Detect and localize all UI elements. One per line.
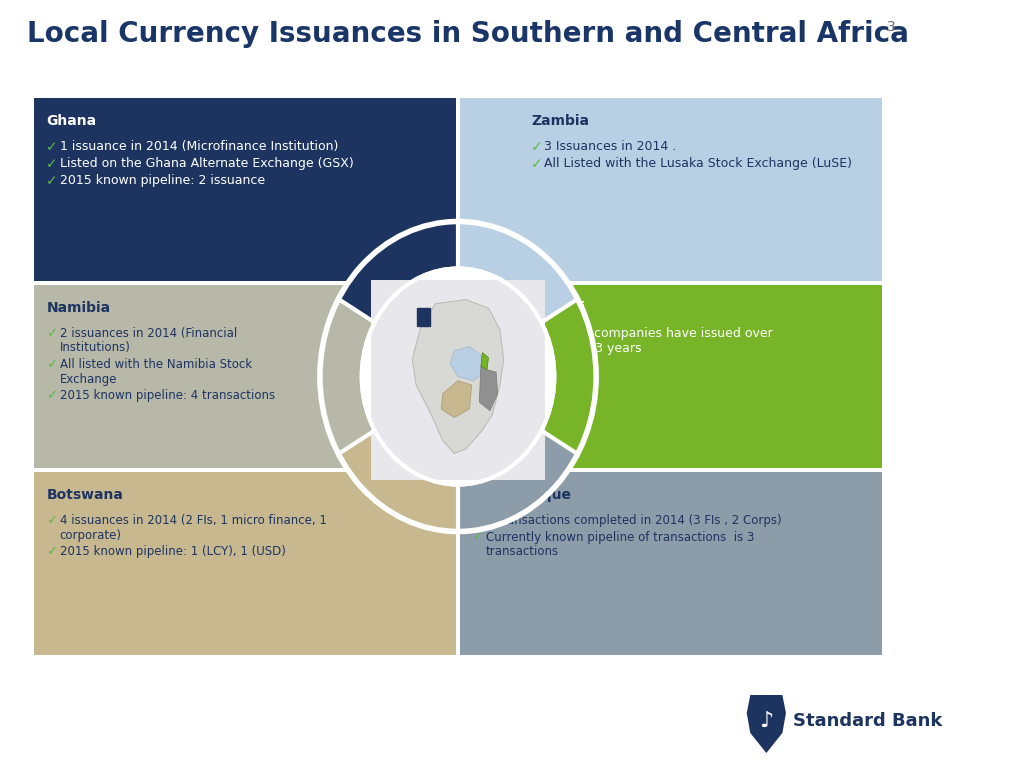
Text: ♪: ♪: [759, 711, 773, 731]
Bar: [460, 285, 883, 468]
Polygon shape: [479, 366, 498, 411]
Text: 2015 known pipeline: 1 (LCY), 1 (USD): 2015 known pipeline: 1 (LCY), 1 (USD): [59, 545, 286, 558]
Text: ✓: ✓: [472, 531, 483, 544]
Text: ✓: ✓: [531, 327, 543, 341]
Text: ✓: ✓: [531, 157, 543, 171]
Wedge shape: [542, 299, 596, 454]
Polygon shape: [481, 353, 488, 369]
Bar: [34, 98, 457, 281]
Text: Local Currency Issuances in Southern and Central Africa: Local Currency Issuances in Southern and…: [27, 20, 908, 48]
Text: transactions: transactions: [485, 545, 559, 558]
Text: ✓: ✓: [46, 327, 57, 340]
Text: Mozambique: Mozambique: [472, 488, 571, 502]
Polygon shape: [413, 300, 504, 453]
Text: ✓: ✓: [46, 140, 58, 154]
Text: Zambia: Zambia: [531, 114, 589, 128]
Text: 3 listed companies have issued over: 3 listed companies have issued over: [545, 327, 773, 340]
Text: Botswana: Botswana: [46, 488, 123, 502]
Text: Malawi: Malawi: [531, 301, 586, 315]
Wedge shape: [338, 221, 458, 323]
Text: 2 issuances in 2014 (Financial: 2 issuances in 2014 (Financial: [59, 327, 237, 340]
Wedge shape: [319, 299, 375, 454]
Polygon shape: [746, 695, 786, 753]
Bar: [460, 98, 883, 281]
Text: Institutions): Institutions): [59, 342, 131, 355]
Text: ✓: ✓: [46, 545, 57, 558]
Wedge shape: [458, 431, 578, 531]
Text: 3: 3: [887, 20, 896, 34]
Text: ✓: ✓: [46, 358, 57, 371]
Text: 4 issuances in 2014 (2 FIs, 1 micro finance, 1: 4 issuances in 2014 (2 FIs, 1 micro fina…: [59, 514, 327, 527]
Text: 2015 known pipeline: 2 issuance: 2015 known pipeline: 2 issuance: [59, 174, 265, 187]
Bar: [371, 280, 546, 479]
Circle shape: [361, 269, 554, 485]
Text: the last 3 years: the last 3 years: [545, 342, 642, 355]
Text: Exchange: Exchange: [59, 372, 117, 386]
Text: Ghana: Ghana: [46, 114, 96, 128]
Text: ✓: ✓: [46, 389, 57, 402]
Bar: [460, 472, 883, 655]
Bar: [418, 308, 430, 326]
Text: Standard Bank: Standard Bank: [793, 712, 942, 730]
Circle shape: [319, 221, 596, 531]
Text: 5 transactions completed in 2014 (3 FIs , 2 Corps): 5 transactions completed in 2014 (3 FIs …: [485, 514, 781, 527]
Text: ✓: ✓: [46, 174, 58, 188]
Text: Listed on the Ghana Alternate Exchange (GSX): Listed on the Ghana Alternate Exchange (…: [59, 157, 353, 170]
Text: Currently known pipeline of transactions  is 3: Currently known pipeline of transactions…: [485, 531, 754, 544]
Text: corporate): corporate): [59, 528, 122, 541]
Text: ✓: ✓: [46, 157, 58, 171]
Text: ✓: ✓: [46, 514, 57, 527]
Text: All Listed with the Lusaka Stock Exchange (LuSE): All Listed with the Lusaka Stock Exchang…: [545, 157, 852, 170]
Wedge shape: [458, 221, 578, 323]
Wedge shape: [338, 431, 458, 531]
Text: Namibia: Namibia: [46, 301, 111, 315]
Bar: [34, 285, 457, 468]
Text: 3 Issuances in 2014 .: 3 Issuances in 2014 .: [545, 140, 677, 153]
Text: ✓: ✓: [472, 514, 483, 527]
Text: All listed with the Namibia Stock: All listed with the Namibia Stock: [59, 358, 252, 371]
Text: 1 issuance in 2014 (Microfinance Institution): 1 issuance in 2014 (Microfinance Institu…: [59, 140, 338, 153]
Polygon shape: [451, 346, 484, 381]
Text: 2015 known pipeline: 4 transactions: 2015 known pipeline: 4 transactions: [59, 389, 274, 402]
Bar: [34, 472, 457, 655]
Polygon shape: [441, 381, 472, 418]
Text: ✓: ✓: [531, 140, 543, 154]
